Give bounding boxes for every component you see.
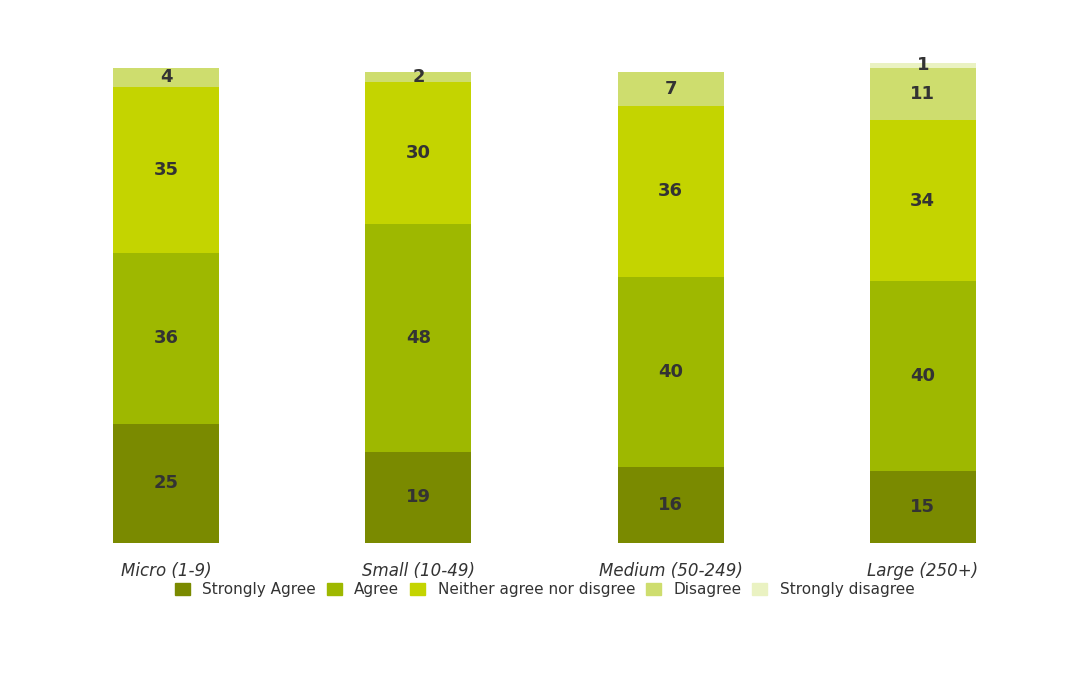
Text: 34: 34 [910,191,935,210]
Text: 30: 30 [406,144,431,162]
Text: 4: 4 [160,68,172,86]
Text: Medium (50-249): Medium (50-249) [599,562,743,580]
Bar [113,68,219,87]
Text: 48: 48 [406,329,431,348]
Bar [366,452,472,543]
Text: Small (10-49): Small (10-49) [362,562,475,580]
Text: Micro (1-9): Micro (1-9) [121,562,211,580]
Bar [113,253,219,424]
Text: 35: 35 [154,161,179,179]
Text: 16: 16 [658,496,683,513]
Bar [366,225,472,452]
Text: 1: 1 [917,56,929,74]
Bar [870,68,976,120]
Text: 36: 36 [658,182,683,200]
Bar [870,471,976,543]
Text: 11: 11 [910,85,935,103]
Bar [870,63,976,68]
Text: 25: 25 [154,474,179,492]
Bar [617,106,723,276]
Text: 15: 15 [910,498,935,516]
Bar [617,276,723,466]
Text: 19: 19 [406,488,431,507]
Bar [113,87,219,253]
Text: Large (250+): Large (250+) [867,562,978,580]
Bar [617,73,723,106]
Bar [617,466,723,543]
Text: 40: 40 [658,363,683,381]
Text: 2: 2 [412,68,425,86]
Text: 7: 7 [664,80,677,98]
Bar [870,120,976,281]
Bar [366,73,472,82]
Bar [870,281,976,471]
Legend: Strongly Agree, Agree, Neither agree nor disgree, Disagree, Strongly disagree: Strongly Agree, Agree, Neither agree nor… [169,576,920,604]
Bar [113,424,219,543]
Bar [366,82,472,225]
Text: 36: 36 [154,329,179,348]
Text: 40: 40 [910,367,935,386]
